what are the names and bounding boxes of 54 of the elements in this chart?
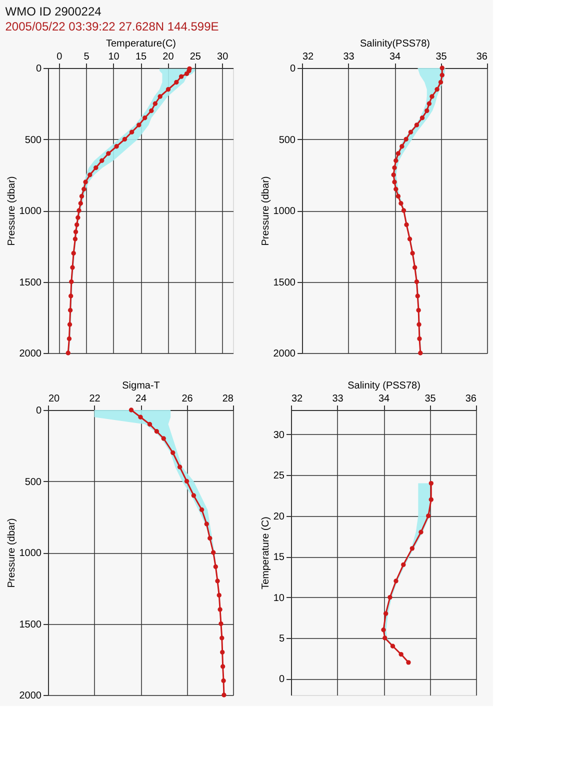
y-axis-title: Pressure (dbar) bbox=[6, 518, 18, 588]
x-tick-label: 28 bbox=[222, 394, 234, 404]
y-tick-label: 1000 bbox=[273, 206, 296, 217]
y-tick-label: 1000 bbox=[19, 548, 42, 559]
x-tick-label: 20 bbox=[162, 52, 174, 62]
x-tick-label: 35 bbox=[424, 394, 436, 404]
y-tick-label: 5 bbox=[278, 634, 285, 644]
x-tick-label: 20 bbox=[48, 394, 60, 404]
x-tick-label: 33 bbox=[343, 52, 355, 62]
x-tick-label: 34 bbox=[378, 394, 390, 404]
x-tick-label: 15 bbox=[135, 52, 147, 62]
chart-title: WMO ID 2900224 bbox=[5, 4, 102, 18]
x-tick-label: 26 bbox=[182, 394, 194, 404]
x-tick-label: 34 bbox=[389, 52, 401, 62]
y-tick-label: 500 bbox=[278, 134, 296, 146]
y-tick-label: 0 bbox=[36, 64, 42, 74]
y-tick-label: 1500 bbox=[273, 277, 296, 288]
chart-subtitle: 2005/05/22 03:39:22 27.628N 144.599E bbox=[5, 20, 219, 34]
y-tick-label: 0 bbox=[278, 674, 285, 686]
y-tick-label: 1000 bbox=[19, 206, 42, 217]
y-tick-label: 500 bbox=[24, 476, 42, 488]
x-tick-label: 5 bbox=[84, 52, 90, 62]
y-tick-label: 25 bbox=[273, 470, 285, 482]
x-tick-label: 10 bbox=[108, 52, 120, 62]
x-tick-label: 30 bbox=[217, 52, 229, 62]
y-tick-label: 500 bbox=[24, 134, 42, 146]
y-tick-label: 1500 bbox=[19, 619, 42, 630]
y-tick-label: 2000 bbox=[273, 348, 296, 360]
x-tick-label: 32 bbox=[302, 52, 314, 62]
x-axis-title: Salinity (PSS78) bbox=[348, 380, 420, 392]
x-tick-label: 35 bbox=[436, 52, 448, 62]
y-tick-label: 20 bbox=[273, 511, 285, 522]
x-axis-title: Temperature(C) bbox=[106, 38, 176, 50]
x-tick-label: 25 bbox=[190, 52, 202, 62]
y-axis-title: Temperature (C) bbox=[260, 516, 272, 590]
x-tick-label: 36 bbox=[465, 394, 477, 404]
y-tick-label: 2000 bbox=[19, 348, 42, 360]
y-tick-label: 2000 bbox=[19, 690, 42, 702]
y-tick-label: 30 bbox=[273, 430, 285, 441]
y-tick-label: 1500 bbox=[19, 277, 42, 288]
y-tick-label: 0 bbox=[290, 64, 296, 74]
x-tick-label: 36 bbox=[476, 52, 488, 62]
x-tick-label: 32 bbox=[292, 394, 304, 404]
y-tick-label: 15 bbox=[273, 552, 285, 564]
x-axis-title: Sigma-T bbox=[122, 380, 160, 392]
x-tick-label: 24 bbox=[135, 394, 147, 404]
x-tick-label: 22 bbox=[89, 394, 101, 404]
y-tick-label: 0 bbox=[36, 406, 42, 416]
y-axis-title: Pressure (dbar) bbox=[260, 176, 272, 246]
y-tick-label: 10 bbox=[273, 592, 285, 604]
y-axis-title: Pressure (dbar) bbox=[6, 176, 18, 246]
x-tick-label: 33 bbox=[332, 394, 344, 404]
x-axis-title: Salinity(PSS78) bbox=[360, 38, 430, 50]
x-tick-label: 0 bbox=[56, 52, 63, 62]
